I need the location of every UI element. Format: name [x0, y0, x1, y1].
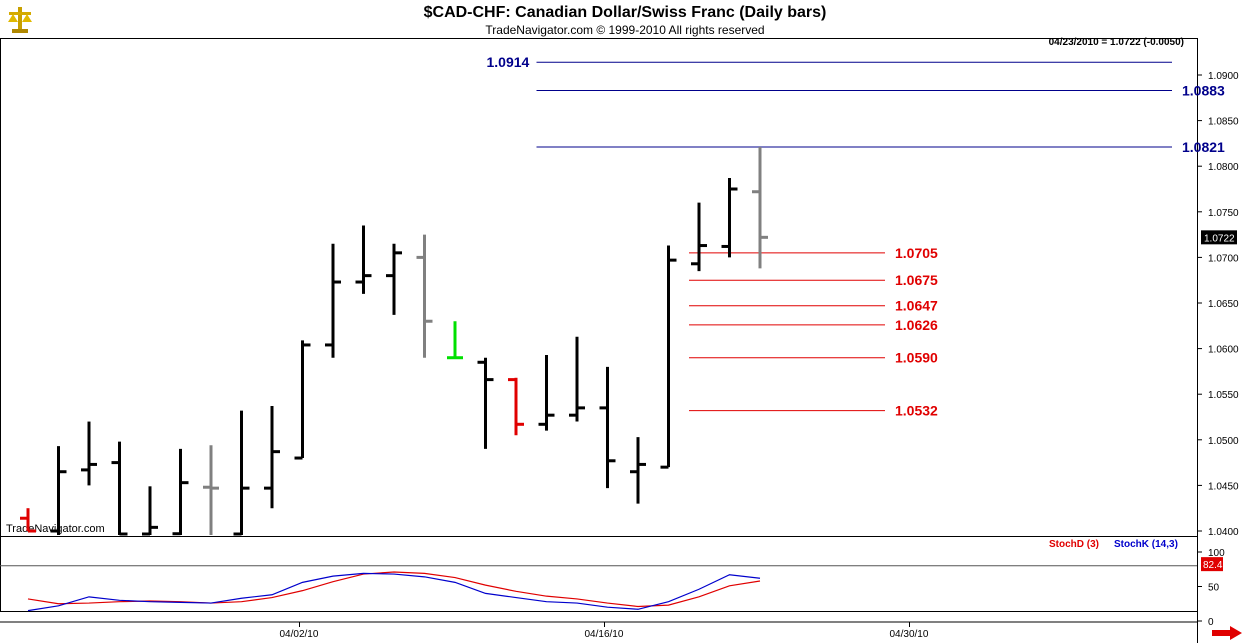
ohlc-bar	[233, 410, 250, 536]
ohlc-bar	[477, 357, 494, 449]
ohlc-bar	[264, 406, 280, 509]
price-y-tick-label: 1.0800	[1208, 162, 1239, 173]
last-price-label: 1.0722	[1204, 233, 1235, 244]
ohlc-bar	[721, 178, 738, 258]
level-label-1.0914: 1.0914	[487, 54, 530, 70]
ohlc-bar	[111, 441, 128, 536]
price-y-tick-label: 1.0550	[1208, 390, 1239, 401]
x-tick-label: 04/16/10	[585, 629, 624, 640]
price-y-tick-label: 1.0450	[1208, 481, 1239, 492]
watermark: TradeNavigator.com	[6, 523, 105, 535]
level-label-1.0626: 1.0626	[895, 317, 938, 333]
chart-title: $CAD-CHF: Canadian Dollar/Swiss Franc (D…	[423, 4, 827, 21]
stoch-y-tick-label: 50	[1208, 583, 1220, 594]
ohlc-bar	[386, 243, 402, 315]
ohlc-bar	[538, 354, 555, 431]
ohlc-bar	[416, 234, 433, 358]
x-tick-label: 04/02/10	[280, 629, 319, 640]
arrow-right-icon[interactable]	[1212, 626, 1242, 640]
level-label-1.0675: 1.0675	[895, 272, 938, 288]
ohlc-bar	[691, 202, 707, 272]
ohlc-bar	[294, 340, 311, 460]
level-label-1.0883: 1.0883	[1182, 83, 1225, 99]
ohlc-bar	[203, 445, 219, 535]
x-tick-label: 04/30/10	[890, 629, 929, 640]
price-y-tick-label: 1.0900	[1208, 71, 1239, 82]
price-y-tick-label: 1.0650	[1208, 299, 1239, 310]
ohlc-bar	[81, 421, 97, 486]
ohlc-bar	[599, 366, 616, 489]
price-y-tick-label: 1.0600	[1208, 345, 1239, 356]
level-label-1.0647: 1.0647	[895, 298, 938, 314]
last-price-box	[1201, 230, 1237, 245]
level-label-1.0532: 1.0532	[895, 403, 938, 419]
stoch-y-tick-label: 100	[1208, 548, 1225, 559]
price-y-tick-label: 1.0850	[1208, 117, 1239, 128]
ohlc-bar	[50, 446, 67, 535]
last-quote-readout: 04/23/2010 = 1.0722 (-0.0050)	[1048, 37, 1184, 48]
legend-stochd: StochD (3)	[1049, 539, 1099, 550]
stoch-last-value-label: 82.41	[1203, 560, 1228, 571]
price-y-tick-label: 1.0750	[1208, 208, 1239, 219]
ohlc-bar	[569, 336, 585, 422]
price-panel-frame	[0, 38, 1198, 537]
legend-stochk: StochK (14,3)	[1114, 539, 1178, 550]
price-y-tick-label: 1.0500	[1208, 436, 1239, 447]
ohlc-bar	[325, 243, 341, 358]
ohlc-bar	[447, 321, 463, 360]
level-label-1.0705: 1.0705	[895, 245, 938, 261]
stoch-series-line-1	[27, 572, 761, 612]
level-label-1.0821: 1.0821	[1182, 139, 1225, 155]
stoch-panel-frame	[0, 536, 1198, 612]
ohlc-bar	[660, 245, 677, 469]
level-label-1.0590: 1.0590	[895, 350, 938, 366]
ohlc-bar	[630, 437, 646, 504]
price-y-tick-label: 1.0400	[1208, 527, 1239, 538]
chart-subtitle: TradeNavigator.com © 1999-2010 All right…	[485, 23, 765, 37]
ohlc-bar	[172, 448, 189, 536]
scale-balance-icon[interactable]	[6, 4, 34, 34]
ohlc-bar	[752, 147, 768, 269]
stoch-series-line-0	[27, 571, 761, 608]
price-y-tick-label: 1.0700	[1208, 253, 1239, 264]
ohlc-bar	[142, 486, 158, 536]
ohlc-bar	[508, 377, 524, 436]
stoch-last-box	[1201, 557, 1223, 572]
ohlc-bar	[355, 225, 372, 294]
